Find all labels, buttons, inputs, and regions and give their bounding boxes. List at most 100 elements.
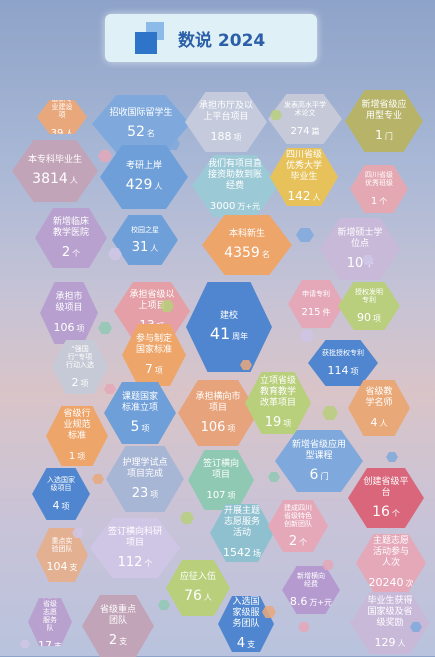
stat-hexagon: 授权发明专利 90 项 bbox=[338, 282, 400, 330]
stat-label: 省级行业规范标准 bbox=[63, 409, 91, 441]
stat-unit: 项 bbox=[154, 365, 163, 375]
stat-unit: 个 bbox=[72, 248, 81, 258]
stat-unit: 项 bbox=[141, 423, 150, 433]
stat-hexagon: 发表高水平学术论文 274 篇 bbox=[268, 94, 342, 144]
stat-hexagon: 新增省级应用型课程 6 门 bbox=[275, 430, 363, 492]
decorative-hexagon bbox=[262, 606, 276, 618]
stat-hexagon: 新增横向经费 8.6 万+元 bbox=[282, 566, 340, 614]
stat-unit: 万+元 bbox=[309, 597, 333, 607]
stat-unit: 门 bbox=[384, 131, 393, 141]
stat-hexagon: 课题国家标准立项 5 项 bbox=[104, 382, 176, 444]
stat-value: 2 bbox=[288, 533, 298, 549]
stat-value: 8.6 bbox=[289, 594, 308, 608]
stat-label: 签订横向项目 bbox=[202, 458, 239, 480]
stat-unit: 人 bbox=[65, 128, 74, 138]
decorative-hexagon bbox=[410, 622, 422, 632]
stat-hexagon: 参与制定国家标准 7 项 bbox=[122, 324, 186, 386]
stat-label: 本科新生 bbox=[228, 229, 265, 239]
stat-unit: 项 bbox=[80, 378, 89, 388]
stat-value: 3814 bbox=[32, 171, 68, 187]
stat-label: 省级教学名师 bbox=[365, 386, 393, 408]
stat-label: 重点实验团队 bbox=[51, 536, 73, 553]
stat-label: 获批授权专利 bbox=[322, 348, 364, 357]
decorative-hexagon bbox=[20, 640, 30, 648]
stat-hexagon: 承担市厅及以上平台项目 188 项 bbox=[185, 92, 267, 152]
stat-label: 新增横向经费 bbox=[297, 571, 325, 588]
stat-hexagon: 省级行业规范标准 1 项 bbox=[46, 406, 108, 466]
stat-label: 新增省级应用型专业 bbox=[361, 99, 407, 121]
stat-unit: 人 bbox=[379, 418, 388, 428]
stat-unit: 支 bbox=[119, 636, 128, 646]
stat-label: 最新专业建设项 bbox=[51, 94, 73, 119]
decorative-hexagon bbox=[270, 110, 282, 120]
decorative-hexagon bbox=[92, 474, 104, 484]
stat-unit: 支 bbox=[69, 562, 78, 572]
stat-label: 发表高水平学术论文 bbox=[284, 100, 326, 117]
stat-unit: 门 bbox=[320, 471, 329, 481]
stat-hexagon: 新增省级应用型专业 1 门 bbox=[345, 90, 423, 152]
decorative-hexagon bbox=[296, 228, 314, 242]
stat-hexagon: 获批授权专利 114 项 bbox=[308, 340, 378, 386]
stat-unit: 项 bbox=[350, 366, 359, 376]
stat-value: 4 bbox=[52, 498, 60, 512]
stat-unit: 人 bbox=[203, 593, 212, 602]
stat-value: 107 bbox=[206, 489, 226, 501]
stat-label: 建校 bbox=[219, 311, 238, 321]
stat-hexagon: 建成四川省级特色创新团队 2 个 bbox=[268, 500, 328, 552]
stat-label: 四川省级志愿服务队 bbox=[43, 591, 57, 632]
stat-unit: 项 bbox=[150, 489, 159, 499]
decorative-hexagon bbox=[386, 452, 398, 462]
stat-value: 129 bbox=[374, 636, 396, 649]
stat-value: 6 bbox=[309, 466, 319, 483]
stat-label: 毕业生获得国家级及省级奖励 bbox=[367, 596, 413, 628]
stat-value: 4359 bbox=[224, 245, 260, 261]
stat-unit: 万+元 bbox=[237, 202, 261, 211]
stat-unit: 项 bbox=[227, 423, 236, 433]
stat-label: 签订横向科研项目 bbox=[107, 526, 162, 548]
stat-value: 2 bbox=[108, 632, 118, 648]
stat-label: 考研上岸 bbox=[125, 161, 162, 171]
stat-label: 开展主题志愿服务活动 bbox=[224, 506, 261, 538]
stat-unit: 个 bbox=[144, 558, 153, 568]
stat-label: 入选国家级服务团队 bbox=[232, 597, 260, 629]
decorative-hexagon bbox=[72, 528, 84, 538]
decorative-hexagon bbox=[108, 248, 122, 260]
stat-hexagon: 本专科毕业生 3814 人 bbox=[12, 140, 98, 202]
stat-unit: 周年 bbox=[232, 332, 249, 341]
stat-hexagon: 省级重点团队 2 支 bbox=[82, 595, 154, 657]
stat-value: 142 bbox=[287, 189, 311, 203]
stat-unit: 个 bbox=[379, 196, 388, 206]
stat-value: 76 bbox=[184, 588, 202, 604]
stat-value: 23 bbox=[131, 485, 149, 501]
decorative-hexagon bbox=[240, 360, 252, 370]
stat-hexagon: 签订横向科研项目 112 个 bbox=[90, 518, 180, 578]
decorative-hexagon bbox=[268, 472, 280, 482]
stat-label: “强国行”专项行动入选 bbox=[66, 344, 94, 369]
stat-value: 1542 bbox=[223, 546, 251, 559]
stat-value: 112 bbox=[117, 554, 143, 570]
decorative-hexagon bbox=[166, 138, 180, 150]
stat-label: 承担市级项目 bbox=[55, 291, 83, 313]
stat-hexagon: 考研上岸 429 人 bbox=[100, 145, 188, 209]
stat-unit: 个 bbox=[299, 537, 308, 547]
stat-unit: 项 bbox=[233, 132, 242, 142]
stat-label: 主题志愿活动参与人次 bbox=[372, 536, 409, 568]
decorative-hexagon bbox=[104, 384, 116, 394]
stat-label: 校园之星 bbox=[131, 225, 159, 234]
stat-unit: 项 bbox=[76, 323, 85, 333]
stat-label: 护理学试点项目完成 bbox=[122, 457, 168, 479]
stat-unit: 人 bbox=[150, 243, 159, 253]
stat-label: 四川省级优秀班级 bbox=[365, 170, 393, 187]
stat-hexagon: 应征入伍 76 人 bbox=[166, 560, 230, 616]
stat-hexagon: 承担市级项目 106 项 bbox=[40, 282, 98, 344]
stat-label: 新增硕士学位点 bbox=[337, 227, 383, 249]
stat-unit: 项 bbox=[77, 452, 86, 461]
stat-unit: 件 bbox=[322, 307, 331, 317]
stat-hexagon: 四川省级志愿服务队 17 支 bbox=[28, 598, 72, 646]
stat-unit: 人 bbox=[69, 176, 78, 185]
stat-unit: 次 bbox=[405, 579, 414, 588]
stat-unit: 名 bbox=[261, 250, 270, 259]
stat-label: 参与制定国家标准 bbox=[136, 333, 173, 355]
stat-unit: 个 bbox=[391, 508, 400, 518]
